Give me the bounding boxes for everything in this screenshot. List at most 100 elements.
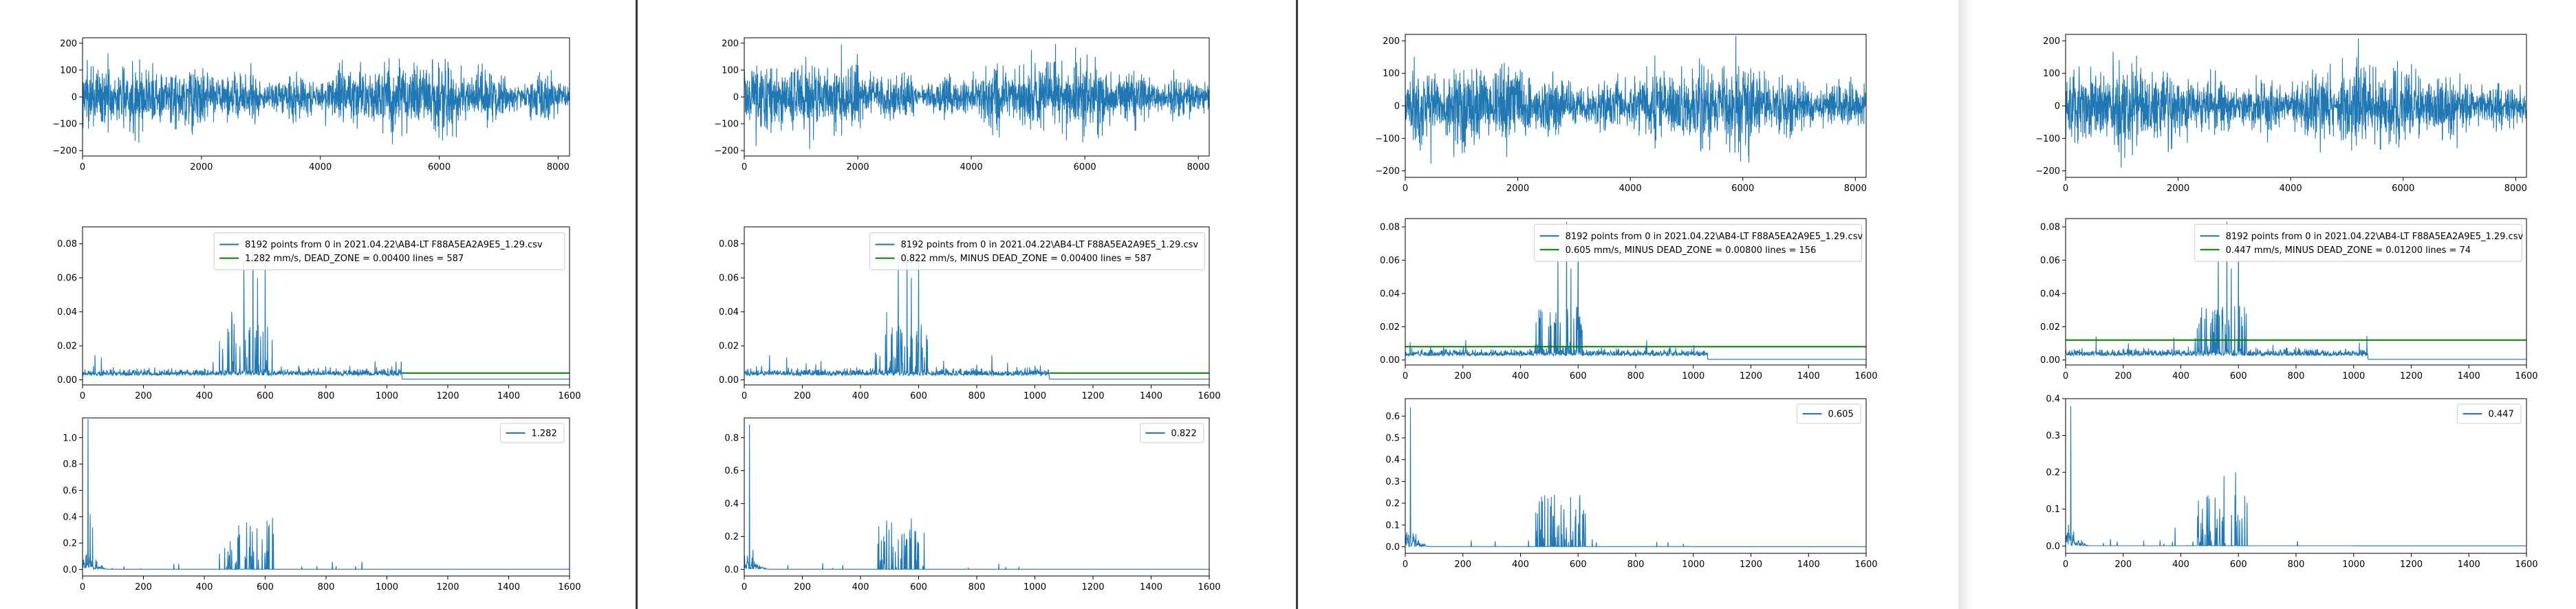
y-tick-label: 0.8 [63,460,77,470]
y-tick-label: −100 [1375,134,1400,144]
y-tick-label: 0.04 [719,307,739,318]
x-tick-label: 1400 [2458,371,2480,381]
x-tick-label: 1000 [2342,560,2365,570]
y-tick-label: 0.06 [2040,256,2060,266]
x-tick-label: 0 [742,391,747,401]
y-tick-label: 100 [60,65,77,76]
x-tick-label: 0 [1403,560,1408,570]
window-shadow [1958,0,1973,609]
chart-axes-spectrum-deadzone: 0 200 400 600 800 1000 1200 1400 1600 0.00 0.02 0.0… [2040,218,2538,381]
y-tick-label: 0.00 [1380,355,1400,366]
x-tick-label: 1200 [2400,560,2423,570]
x-tick-label: 600 [910,582,927,593]
x-tick-label: 0 [80,391,85,401]
legend-box [1534,223,1862,262]
x-tick-label: 1000 [1024,582,1046,593]
x-tick-label: 1200 [1740,371,1762,381]
x-tick-label: 200 [135,391,152,401]
x-tick-label: 1000 [376,391,398,401]
x-tick-label: 800 [1627,371,1645,381]
x-tick-label: 1200 [436,391,459,401]
y-tick-label: 0.00 [2040,355,2060,366]
y-tick-label: 0.6 [63,486,77,496]
y-tick-label: −100 [2035,134,2060,144]
x-tick-label: 600 [910,391,927,401]
y-tick-label: 1.0 [63,433,77,443]
y-tick-label: 0 [2055,102,2060,112]
axes-frame [82,417,570,577]
y-tick-label: 0.06 [1380,256,1400,266]
x-tick-label: 800 [968,582,986,593]
legend-label: 1.282 mm/s, DEAD_ZONE = 0.00400 lines = … [245,254,464,264]
x-tick-label: 1400 [1797,560,1820,570]
x-tick-label: 800 [968,391,986,401]
legend: 0.605 [1797,403,1861,424]
x-tick-label: 1400 [1140,582,1162,593]
chart-axes-spectrum-deadzone: 0 200 400 600 800 1000 1200 1400 1600 0.00 0.02 0.0… [719,226,1221,401]
y-tick-label: 0.04 [2040,289,2060,299]
x-tick-label: 800 [1627,560,1645,570]
y-tick-label: 0.6 [1385,412,1400,422]
y-tick-label: 200 [2043,36,2060,47]
x-tick-label: 1400 [1140,391,1162,401]
legend-label: 8192 points from 0 in 2021.04.22\AB4-LT … [245,240,543,250]
series-line [2065,406,2526,547]
series-line [744,235,1209,380]
window-divider [1296,0,1298,609]
series-line [82,53,570,144]
x-tick-label: 6000 [428,162,451,173]
y-tick-label: 0.0 [1385,542,1400,553]
legend: 8192 points from 0 in 2021.04.22\AB4-LT … [869,232,1205,271]
series-line [2065,221,2526,360]
y-tick-label: 0.08 [57,239,77,250]
y-tick-label: 0 [1394,102,1400,112]
y-tick-label: 0.06 [57,274,77,284]
x-tick-label: 6000 [1731,184,1754,194]
x-tick-label: 4000 [2280,184,2302,194]
y-tick-label: 100 [722,65,739,76]
y-tick-label: 0 [733,93,739,103]
x-tick-label: 0 [1403,371,1408,381]
chart-axes-spectrum-filtered: 0 200 400 600 800 1000 1200 1400 1600 0.0 0.1 0.2 0.… [2046,395,2537,571]
x-tick-label: 800 [318,391,335,401]
chart-axes-waveform: 0 2000 4000 6000 8000 −200 −100 0 100 200 [714,37,1210,173]
y-tick-label: 100 [1383,69,1400,79]
x-tick-label: 1200 [2400,371,2423,381]
x-tick-label: 0 [742,582,747,593]
x-tick-label: 6000 [1074,162,1096,173]
x-tick-label: 200 [2114,560,2132,570]
x-tick-label: 0 [2063,184,2068,194]
x-tick-label: 200 [2114,371,2132,381]
x-tick-label: 800 [318,582,335,593]
x-tick-label: 200 [794,582,811,593]
x-tick-label: 1000 [1682,371,1704,381]
y-tick-label: 0.00 [719,375,739,386]
legend: 8192 points from 0 in 2021.04.22\AB4-LT … [2194,223,2524,262]
series-line [1405,407,1866,548]
x-tick-label: 0 [742,162,747,173]
x-tick-label: 2000 [1506,184,1529,194]
x-tick-label: 1600 [1198,582,1220,593]
x-tick-label: 2000 [846,162,869,173]
legend-label: 8192 points from 0 in 2021.04.22\AB4-LT … [901,240,1199,250]
chart-axes-spectrum-filtered: 0 200 400 600 800 1000 1200 1400 1600 0.0 0.2 0.4 0.… [724,417,1221,593]
x-tick-label: 0 [2063,560,2068,570]
y-tick-label: 0.08 [1380,223,1400,233]
chart-axes-waveform: 0 2000 4000 6000 8000 −200 −100 0 100 200 [1375,34,1867,194]
legend-label: 8192 points from 0 in 2021.04.22\AB4-LT … [2226,232,2524,242]
series-line [1405,36,1867,164]
x-tick-label: 0 [80,582,85,593]
x-tick-label: 8000 [1187,162,1210,173]
y-tick-label: −200 [1375,166,1400,177]
legend-label: 0.447 mm/s, MINUS DEAD_ZONE = 0.01200 li… [2226,245,2471,256]
x-tick-label: 1400 [497,582,520,593]
x-tick-label: 400 [1512,560,1529,570]
x-tick-label: 600 [1570,560,1587,570]
series-line [2065,38,2527,168]
y-tick-label: 0.5 [1385,434,1400,444]
x-tick-label: 400 [1512,371,1529,381]
series-line [744,424,1209,570]
x-tick-label: 1400 [497,391,520,401]
legend: 1.282 [500,423,565,443]
x-tick-label: 1600 [2515,371,2537,381]
